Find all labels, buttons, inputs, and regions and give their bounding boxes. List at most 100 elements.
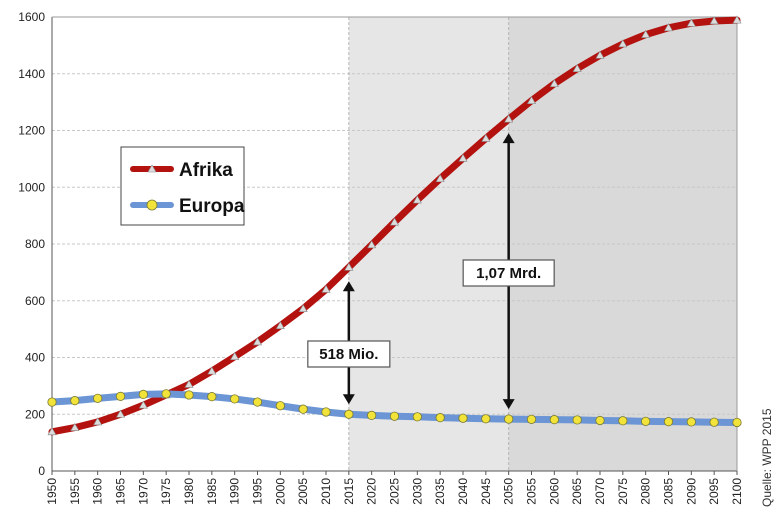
data-point-afrika	[481, 133, 491, 142]
data-point-afrika	[184, 379, 194, 388]
data-point-europa	[93, 393, 103, 403]
series-europa	[47, 389, 742, 428]
x-tick-label: 2000	[273, 478, 287, 505]
data-point-afrika	[641, 29, 651, 38]
x-tick-label: 1950	[45, 478, 59, 505]
arrow-head-down	[342, 394, 355, 405]
data-point-europa	[458, 413, 468, 423]
data-point-afrika	[504, 114, 514, 123]
x-tick-label: 2045	[479, 478, 493, 505]
data-point-europa	[47, 397, 57, 407]
y-tick-label: 1600	[18, 10, 45, 24]
data-point-afrika	[115, 409, 126, 418]
data-point-europa	[618, 416, 628, 426]
x-tick-label: 2040	[456, 478, 470, 505]
data-point-europa	[595, 415, 605, 426]
y-tick-label: 1400	[18, 67, 45, 81]
x-tick-label: 2090	[684, 478, 698, 505]
data-point-europa	[367, 410, 377, 420]
data-point-afrika	[412, 195, 422, 204]
data-point-afrika	[526, 96, 537, 105]
y-tick-label: 1000	[18, 180, 45, 194]
data-point-europa	[663, 417, 674, 427]
data-point-afrika	[70, 422, 80, 431]
data-point-europa	[549, 415, 559, 425]
x-tick-label: 2005	[296, 478, 310, 505]
axes: 0 200 400 600 800 1000 1200 1400 1600 1950 1955 196…	[18, 10, 744, 505]
data-point-europa	[412, 412, 422, 422]
x-tick-label: 2030	[410, 478, 424, 505]
data-point-europa	[526, 414, 537, 424]
data-point-europa	[504, 414, 514, 424]
data-point-afrika	[709, 16, 719, 25]
data-point-afrika	[618, 39, 628, 48]
data-point-afrika	[275, 321, 285, 330]
data-point-europa	[709, 417, 719, 427]
data-point-europa	[572, 415, 582, 425]
data-point-afrika	[549, 79, 559, 87]
legend: Afrika Europa	[120, 146, 245, 226]
x-tick-label: 2100	[730, 478, 744, 505]
annotations: 518 Mio. 1,07 Mrd.	[307, 133, 555, 410]
data-point-afrika	[389, 217, 400, 226]
arrow-head-up	[342, 281, 355, 292]
data-point-afrika	[732, 15, 742, 24]
data-point-afrika	[435, 174, 445, 183]
data-point-afrika	[595, 50, 605, 59]
data-point-afrika	[207, 366, 217, 375]
data-point-afrika	[572, 64, 582, 72]
data-point-afrika	[47, 427, 57, 436]
x-tick-label: 2085	[662, 478, 676, 505]
data-point-europa	[298, 404, 308, 414]
x-tick-label: 1975	[159, 478, 173, 505]
data-point-europa	[230, 394, 240, 404]
arrow-head-down	[502, 399, 515, 410]
x-tick-label: 2060	[547, 478, 561, 505]
data-point-europa	[344, 409, 354, 419]
data-point-europa	[115, 391, 126, 401]
x-tick-label: 2025	[388, 478, 402, 505]
data-point-europa	[321, 407, 331, 417]
data-point-afrika	[344, 262, 354, 271]
x-tick-label: 2070	[593, 478, 607, 505]
legend-label: Afrika	[179, 160, 233, 181]
data-point-europa	[389, 411, 400, 421]
data-point-afrika	[321, 284, 331, 293]
annotation-box	[462, 259, 555, 287]
annotation-1: 518 Mio.	[307, 281, 391, 405]
y-tick-label: 0	[38, 464, 45, 478]
x-tick-label: 2020	[365, 478, 379, 505]
y-tick-label: 600	[25, 294, 45, 308]
data-point-afrika	[230, 352, 240, 360]
x-tick-label: 1965	[114, 478, 128, 505]
x-tick-label: 1980	[182, 478, 196, 505]
y-tick-label: 400	[25, 351, 45, 365]
data-point-afrika	[686, 18, 696, 27]
data-point-europa	[161, 389, 171, 399]
data-point-afrika	[252, 337, 263, 346]
data-point-europa	[481, 414, 491, 424]
y-tick-label: 1200	[18, 124, 45, 138]
x-tick-label: 2010	[319, 478, 333, 505]
annotation-2: 1,07 Mrd.	[462, 133, 555, 410]
data-point-europa	[184, 390, 194, 400]
x-tick-label: 2015	[342, 478, 356, 505]
annotation-box	[307, 340, 391, 368]
y-tick-label: 200	[25, 407, 45, 421]
data-point-europa	[138, 389, 148, 399]
data-point-afrika	[663, 23, 674, 32]
data-point-europa	[435, 413, 445, 423]
arrow-head-up	[502, 133, 515, 144]
x-tick-label: 1995	[251, 478, 265, 505]
x-tick-label: 1970	[136, 478, 150, 505]
source-label: Quelle: WPP 2015	[760, 408, 774, 507]
data-point-afrika	[367, 240, 377, 249]
data-point-afrika	[93, 417, 103, 426]
x-tick-label: 2075	[616, 478, 630, 505]
data-point-afrika	[138, 400, 148, 409]
data-point-europa	[252, 397, 263, 407]
y-tick-label: 800	[25, 237, 45, 251]
annotation-label: 518 Mio.	[319, 346, 378, 363]
legend-swatch-marker	[147, 164, 157, 173]
